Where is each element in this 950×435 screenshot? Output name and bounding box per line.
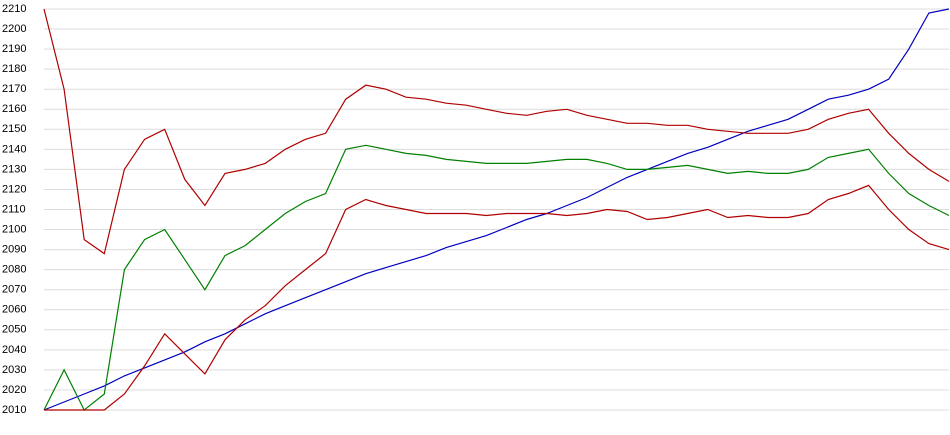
- y-tick-label: 2200: [2, 23, 26, 35]
- y-tick-label: 2010: [2, 404, 26, 416]
- y-tick-label: 2090: [2, 244, 26, 256]
- y-tick-label: 2140: [2, 143, 26, 155]
- y-tick-label: 2050: [2, 324, 26, 336]
- y-tick-label: 2170: [2, 83, 26, 95]
- y-tick-label: 2150: [2, 123, 26, 135]
- y-tick-label: 2030: [2, 364, 26, 376]
- y-tick-label: 2210: [2, 3, 26, 15]
- y-tick-label: 2100: [2, 223, 26, 235]
- y-tick-label: 2070: [2, 284, 26, 296]
- y-tick-label: 2110: [2, 203, 26, 215]
- series-line: [43, 8, 950, 255]
- y-tick-label: 2120: [2, 183, 26, 195]
- y-tick-label: 2080: [2, 264, 26, 276]
- series-line: [44, 184, 950, 411]
- y-tick-label: 2060: [2, 304, 26, 316]
- y-tick-label: 2160: [2, 103, 26, 115]
- y-tick-label: 2180: [2, 63, 26, 75]
- y-tick-label: 2190: [2, 43, 26, 55]
- series-line: [43, 8, 950, 411]
- y-tick-label: 2130: [2, 163, 26, 175]
- y-tick-label: 2020: [2, 384, 26, 396]
- y-tick-label: 2040: [2, 344, 26, 356]
- series-line: [43, 144, 950, 411]
